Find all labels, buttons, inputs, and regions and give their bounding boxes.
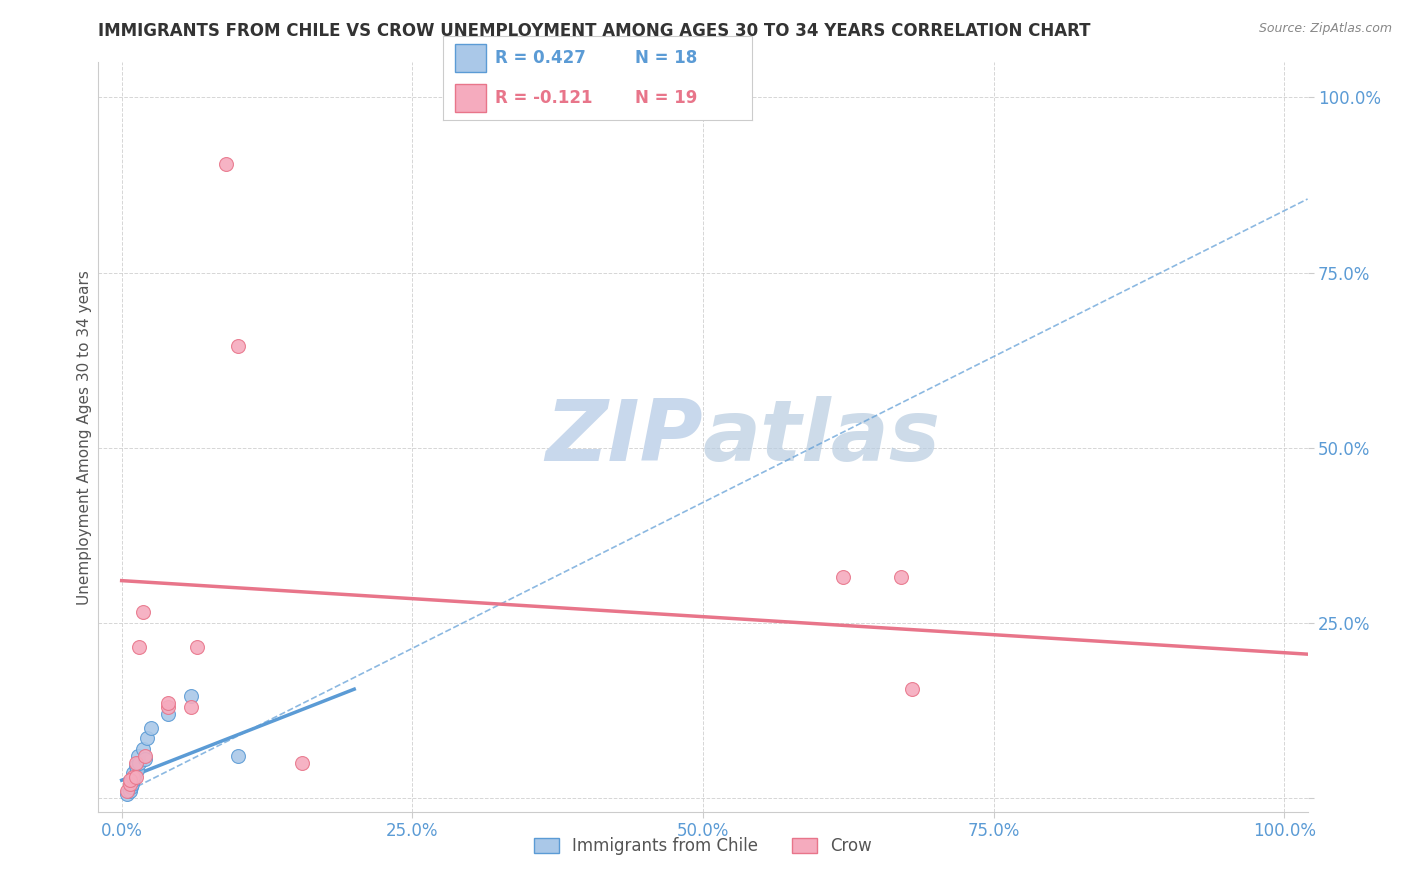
Point bbox=[128, 756, 150, 770]
Point bbox=[121, 777, 143, 791]
Text: N = 19: N = 19 bbox=[634, 88, 697, 106]
Point bbox=[118, 773, 141, 788]
Point bbox=[139, 721, 162, 735]
Point bbox=[901, 682, 924, 697]
Text: Source: ZipAtlas.com: Source: ZipAtlas.com bbox=[1258, 22, 1392, 36]
Point bbox=[125, 763, 148, 777]
Point bbox=[180, 699, 202, 714]
Y-axis label: Unemployment Among Ages 30 to 34 years: Unemployment Among Ages 30 to 34 years bbox=[77, 269, 91, 605]
Point bbox=[122, 766, 145, 780]
Point bbox=[157, 696, 180, 710]
Point bbox=[134, 752, 156, 766]
Point bbox=[157, 699, 180, 714]
Point bbox=[124, 770, 146, 784]
Text: ZIP: ZIP bbox=[546, 395, 703, 479]
Point bbox=[124, 770, 146, 784]
Point bbox=[291, 756, 314, 770]
Point bbox=[120, 780, 142, 795]
Point bbox=[131, 741, 153, 756]
Point bbox=[831, 570, 853, 584]
Point bbox=[157, 706, 180, 721]
Point bbox=[890, 570, 912, 584]
Point bbox=[136, 731, 159, 746]
Point bbox=[117, 787, 139, 801]
Point bbox=[122, 773, 145, 788]
Point bbox=[134, 748, 156, 763]
Text: R = -0.121: R = -0.121 bbox=[495, 88, 593, 106]
Point bbox=[180, 689, 202, 703]
Point bbox=[127, 748, 149, 763]
Point bbox=[226, 339, 249, 353]
Legend: Immigrants from Chile, Crow: Immigrants from Chile, Crow bbox=[526, 829, 880, 863]
FancyBboxPatch shape bbox=[456, 45, 486, 72]
Text: atlas: atlas bbox=[703, 395, 941, 479]
Point bbox=[118, 783, 141, 797]
FancyBboxPatch shape bbox=[456, 84, 486, 112]
Point bbox=[124, 759, 146, 773]
Point bbox=[118, 777, 141, 791]
Point bbox=[128, 640, 150, 655]
Point bbox=[124, 756, 146, 770]
Point bbox=[215, 157, 238, 171]
Text: IMMIGRANTS FROM CHILE VS CROW UNEMPLOYMENT AMONG AGES 30 TO 34 YEARS CORRELATION: IMMIGRANTS FROM CHILE VS CROW UNEMPLOYME… bbox=[98, 22, 1091, 40]
Point bbox=[131, 605, 153, 619]
Point bbox=[117, 783, 139, 797]
Text: R = 0.427: R = 0.427 bbox=[495, 49, 586, 67]
Point bbox=[226, 748, 249, 763]
Text: N = 18: N = 18 bbox=[634, 49, 697, 67]
Point bbox=[122, 770, 145, 784]
Point bbox=[186, 640, 208, 655]
